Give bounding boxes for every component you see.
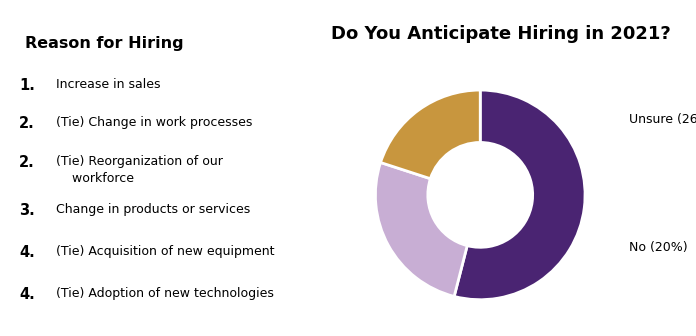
Text: Increase in sales: Increase in sales [56, 78, 161, 91]
Text: 4.: 4. [19, 245, 35, 260]
Text: (Tie) Acquisition of new equipment: (Tie) Acquisition of new equipment [56, 245, 275, 258]
Text: Reason for Hiring: Reason for Hiring [25, 36, 184, 51]
Text: (Tie) Adoption of new technologies: (Tie) Adoption of new technologies [56, 287, 274, 300]
Text: Change in products or services: Change in products or services [56, 204, 251, 216]
Text: No (20%): No (20%) [629, 241, 688, 254]
Text: (Tie) Reorganization of our
    workforce: (Tie) Reorganization of our workforce [56, 155, 223, 184]
Wedge shape [381, 90, 480, 179]
Wedge shape [454, 90, 585, 300]
Text: 1.: 1. [19, 78, 35, 93]
Text: 4.: 4. [19, 287, 35, 302]
Text: 2.: 2. [19, 116, 35, 131]
Text: 3.: 3. [19, 204, 35, 218]
Text: 2.: 2. [19, 155, 35, 170]
Text: Do You Anticipate Hiring in 2021?: Do You Anticipate Hiring in 2021? [331, 25, 671, 43]
Wedge shape [375, 163, 467, 296]
Text: (Tie) Change in work processes: (Tie) Change in work processes [56, 116, 253, 129]
Text: Unsure (26%): Unsure (26%) [629, 113, 696, 126]
